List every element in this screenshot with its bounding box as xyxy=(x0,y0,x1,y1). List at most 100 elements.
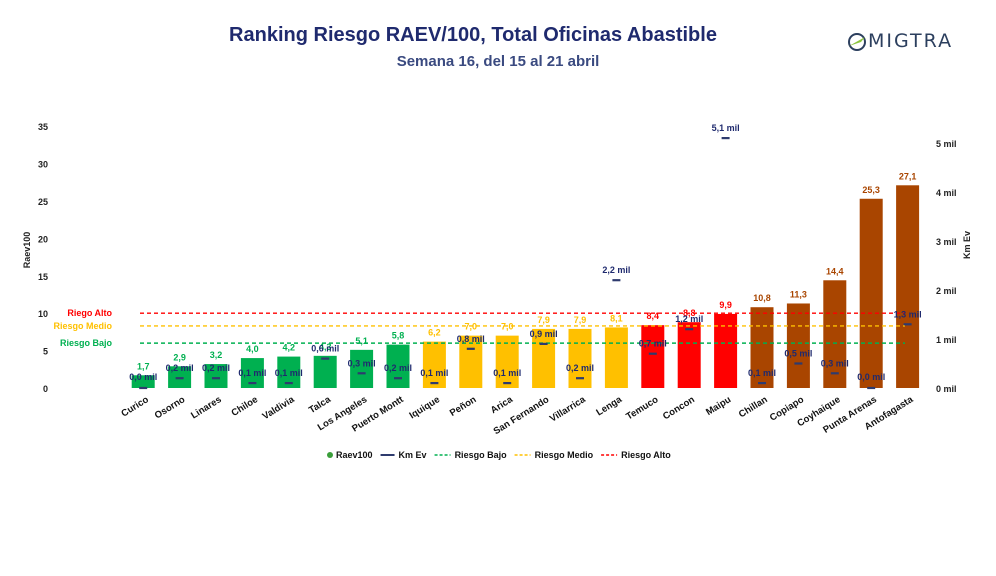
bar-value-label: 25,3 xyxy=(862,185,880,195)
bar-value-label: 7,9 xyxy=(574,315,587,325)
bar-value-label: 1,7 xyxy=(137,361,150,371)
x-tick-label: Lenga xyxy=(594,394,624,419)
legend-swatch-raev100 xyxy=(327,452,333,458)
km-value-label: 0,1 mil xyxy=(238,368,266,378)
x-tick-label: Villarrica xyxy=(548,394,588,425)
threshold-label: Riesgo Medio xyxy=(53,321,112,331)
y2-tick-label: 1 mil xyxy=(936,335,957,345)
km-value-label: 2,2 mil xyxy=(602,265,630,275)
bar-value-label: 11,3 xyxy=(790,289,807,299)
x-tick-label: Valdivia xyxy=(261,394,297,422)
bar-value-label: 8,1 xyxy=(610,313,623,323)
km-value-label: 0,1 mil xyxy=(420,368,448,378)
x-tick-label: Osorno xyxy=(153,394,188,421)
bar-value-label: 5,8 xyxy=(392,331,405,341)
km-value-label: 0,3 mil xyxy=(821,358,849,368)
y-tick-label: 20 xyxy=(38,234,48,244)
bar-antofagasta xyxy=(896,185,920,388)
threshold-label: Riego Alto xyxy=(67,308,112,318)
company-logo: MIGTRA xyxy=(846,30,966,54)
y2-tick-label: 2 mil xyxy=(936,286,957,296)
y2-tick-label: 0 mil xyxy=(936,384,957,394)
y-tick-label: 5 xyxy=(43,347,48,357)
km-value-label: 0,2 mil xyxy=(384,363,412,373)
chart-subtitle: Semana 16, del 15 al 21 abril xyxy=(396,53,600,70)
x-tick-label: Chiloe xyxy=(230,394,260,419)
y2-tick-label: 5 mil xyxy=(936,139,957,149)
km-value-label: 0,2 mil xyxy=(166,363,194,373)
x-tick-label: Curico xyxy=(119,394,151,419)
x-tick-label: Peñon xyxy=(448,394,479,419)
x-tick-label: Temuco xyxy=(624,394,660,422)
y2-tick-label: 4 mil xyxy=(936,188,957,198)
bar-value-label: 10,8 xyxy=(753,293,771,303)
bar-value-label: 8,4 xyxy=(647,311,660,321)
x-tick-label: Chillan xyxy=(737,394,770,420)
km-value-label: 1,3 mil xyxy=(894,309,922,319)
bar-value-label: 4,2 xyxy=(283,343,296,353)
bar-peñon xyxy=(459,335,483,388)
bar-value-label: 14,4 xyxy=(826,266,844,276)
x-tick-label: Iquique xyxy=(408,394,442,421)
bar-puerto-montt xyxy=(386,344,410,388)
y-tick-label: 35 xyxy=(38,122,48,132)
bar-chiloe xyxy=(240,358,264,388)
x-tick-label: Linares xyxy=(189,394,223,421)
bar-concon xyxy=(677,322,701,388)
y-axis-title: Raev100 xyxy=(22,232,32,269)
bar-linares xyxy=(204,364,228,388)
km-value-label: 0,8 mil xyxy=(457,334,485,344)
bar-value-label: 5,1 xyxy=(355,336,368,346)
km-value-label: 0,6 mil xyxy=(311,344,339,354)
bar-value-label: 7,0 xyxy=(465,322,478,332)
x-tick-label: Arica xyxy=(489,394,516,416)
x-tick-label: Maipu xyxy=(704,394,733,418)
bar-talca xyxy=(313,355,337,388)
bar-value-label: 6,2 xyxy=(428,328,441,338)
bar-value-label: 9,9 xyxy=(719,300,732,310)
bar-iquique xyxy=(422,341,446,388)
bar-value-label: 3,2 xyxy=(210,350,223,360)
y2-axis-title: Km Ev xyxy=(962,231,972,259)
y-tick-label: 25 xyxy=(38,197,48,207)
bar-value-label: 4,3 xyxy=(319,342,332,352)
km-value-label: 0,9 mil xyxy=(530,329,558,339)
bar-value-label: 7,9 xyxy=(537,315,550,325)
bar-chillan xyxy=(750,307,774,388)
legend-label: Raev100 xyxy=(336,450,373,460)
bar-value-label: 4,0 xyxy=(246,344,259,354)
km-value-label: 0,0 mil xyxy=(129,372,157,382)
km-value-label: 0,1 mil xyxy=(493,368,521,378)
km-value-label: 0,7 mil xyxy=(639,339,667,349)
x-tick-label: Talca xyxy=(307,394,333,416)
bar-copiapo xyxy=(786,303,810,388)
km-value-label: 0,0 mil xyxy=(857,372,885,382)
km-value-label: 0,2 mil xyxy=(202,363,230,373)
x-tick-label: Concon xyxy=(661,394,697,422)
threshold-label: Riesgo Bajo xyxy=(60,338,113,348)
bar-lenga xyxy=(604,327,628,388)
bar-value-label: 27,1 xyxy=(899,171,917,181)
legend-label: Riesgo Alto xyxy=(621,450,671,460)
legend-label: Km Ev xyxy=(399,450,427,460)
km-value-label: 0,3 mil xyxy=(348,358,376,368)
bar-arica xyxy=(495,335,519,388)
legend-label: Riesgo Medio xyxy=(535,450,594,460)
y-tick-label: 15 xyxy=(38,272,48,282)
bar-curico xyxy=(131,375,155,388)
logo-text: MIGTRA xyxy=(868,30,954,52)
y2-tick-label: 3 mil xyxy=(936,237,957,247)
bar-los-angeles xyxy=(350,349,374,388)
km-value-label: 0,1 mil xyxy=(275,368,303,378)
y-tick-label: 0 xyxy=(43,384,48,394)
km-value-label: 0,2 mil xyxy=(566,363,594,373)
km-value-label: 5,1 mil xyxy=(712,123,740,133)
logo-mark-icon xyxy=(848,33,866,51)
bar-punta-arenas xyxy=(859,198,883,388)
km-value-label: 1,2 mil xyxy=(675,314,703,324)
bar-valdivia xyxy=(277,356,301,388)
bar-value-label: 2,9 xyxy=(173,352,186,362)
km-value-label: 0,1 mil xyxy=(748,368,776,378)
chart-title: Ranking Riesgo RAEV/100, Total Oficinas … xyxy=(229,24,717,46)
